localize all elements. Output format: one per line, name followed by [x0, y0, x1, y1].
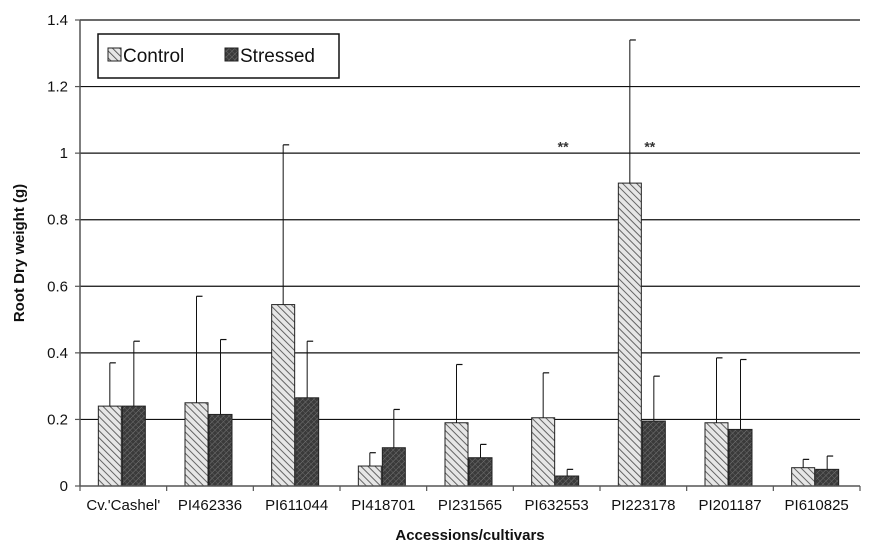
x-tick-label: PI462336 [178, 497, 242, 514]
gridlines [80, 19, 860, 421]
bar-stressed-7 [728, 428, 753, 487]
bar-stressed-6 [641, 420, 666, 487]
y-tick-label: 1 [60, 145, 68, 162]
x-tick-label: PI201187 [698, 497, 761, 514]
y-axis-title: Root Dry weight (g) [11, 184, 28, 322]
bar-stressed-2 [295, 397, 320, 487]
bar-control-2 [271, 304, 296, 487]
bar-control-6 [617, 182, 642, 487]
y-tick-label: 0.2 [47, 411, 68, 428]
x-tick-label: PI611044 [265, 497, 328, 514]
bars [97, 182, 840, 487]
error-bars [109, 39, 834, 477]
x-axis-ticks: Cv.'Cashel' PI462336 PI611044 PI418701 PI231… [79, 486, 861, 514]
legend-swatch-control [107, 47, 122, 62]
x-tick-label: PI231565 [438, 497, 502, 514]
bar-stressed-4 [468, 457, 493, 487]
x-tick-label: PI223178 [611, 497, 675, 514]
significance-annotations: ** ** [558, 138, 656, 154]
bar-control-8 [791, 467, 816, 487]
bar-stressed-8 [815, 468, 840, 487]
y-tick-label: 0.6 [47, 278, 68, 295]
bar-control-4 [444, 422, 469, 487]
bar-control-1 [184, 402, 209, 487]
legend: Control Stressed [97, 33, 340, 79]
y-axis-ticks: 0 0.2 0.4 0.6 0.8 1 1.2 1.4 [47, 12, 80, 495]
y-tick-label: 0.4 [47, 345, 68, 362]
legend-label-stressed: Stressed [240, 46, 315, 67]
y-tick-label: 0.8 [47, 212, 68, 229]
x-tick-label: Cv.'Cashel' [86, 497, 160, 514]
bar-stressed-0 [121, 405, 146, 487]
legend-swatch-stressed [224, 47, 239, 62]
bar-stressed-1 [208, 413, 233, 487]
x-axis-title: Accessions/cultivars [395, 527, 544, 544]
x-tick-label: PI610825 [785, 497, 849, 514]
legend-label-control: Control [123, 46, 184, 67]
bar-stressed-5 [555, 475, 580, 487]
significance-marker: ** [558, 138, 569, 154]
bar-control-5 [531, 417, 556, 487]
x-tick-label: PI632553 [525, 497, 589, 514]
y-tick-label: 0 [60, 478, 68, 495]
legend-box [97, 33, 340, 79]
bar-stressed-3 [381, 447, 406, 487]
bar-control-3 [357, 465, 382, 487]
bar-control-7 [704, 422, 729, 487]
bar-control-0 [97, 405, 122, 487]
x-tick-label: PI418701 [351, 497, 415, 514]
y-tick-label: 1.4 [47, 12, 68, 29]
significance-marker: ** [644, 138, 655, 154]
y-tick-label: 1.2 [47, 79, 68, 96]
